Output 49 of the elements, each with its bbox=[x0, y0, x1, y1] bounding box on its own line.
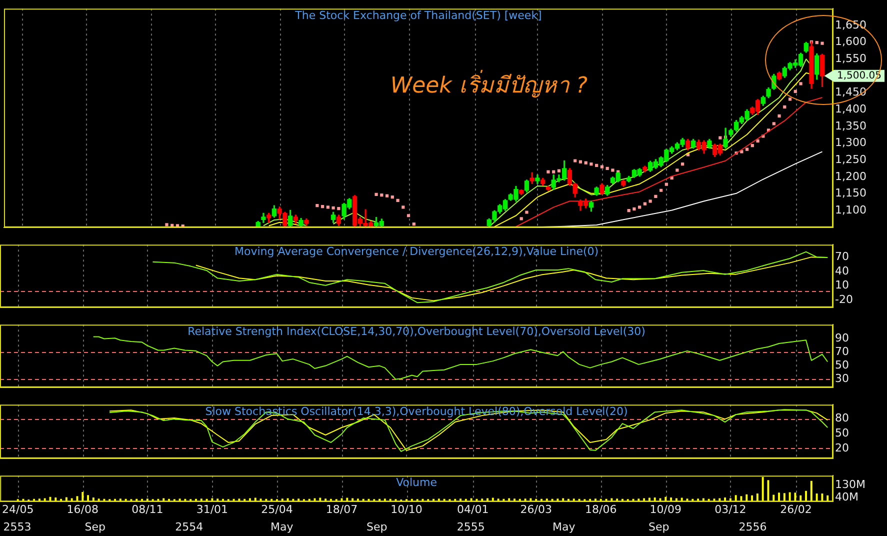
y-tick-label: 30 bbox=[835, 372, 849, 386]
x-tick-label: 26/03 bbox=[520, 503, 552, 516]
y-tick-label: 70 bbox=[835, 345, 849, 358]
y-tick-label: 40 bbox=[835, 264, 849, 278]
x-tick-label: 04/01 bbox=[457, 503, 489, 516]
x-tick-label: 18/07 bbox=[326, 503, 358, 516]
y-tick-label: 20 bbox=[835, 441, 849, 454]
x-tick-label: 08/11 bbox=[132, 503, 164, 516]
x2-tick-label: 2554 bbox=[175, 520, 204, 534]
y-tick-label: 1,400 bbox=[835, 102, 866, 116]
x-tick-label: 25/04 bbox=[261, 503, 293, 516]
x-tick-label: 31/01 bbox=[196, 503, 228, 516]
y-tick-label: 10 bbox=[835, 278, 849, 292]
x-tick-label: 10/09 bbox=[650, 503, 682, 516]
y-tick-label: 50 bbox=[835, 358, 849, 372]
y-tick-label: 1,100 bbox=[835, 203, 866, 216]
x-tick-label: 10/10 bbox=[390, 503, 422, 516]
x2-tick-label: 2553 bbox=[3, 520, 32, 534]
chart-title: Moving Average Convergence / Divergence(26,12,9),Value Line(0) bbox=[234, 244, 599, 258]
x2-tick-label: Sep bbox=[366, 520, 388, 534]
y-tick-label: 1,250 bbox=[835, 152, 866, 166]
x-tick-label: 16/08 bbox=[66, 503, 98, 516]
y-tick-label: 1,550 bbox=[835, 52, 866, 65]
x2-tick-label: May bbox=[552, 520, 576, 534]
x-tick-label: 24/05 bbox=[2, 503, 34, 516]
y-tick-label: 130M bbox=[835, 478, 866, 492]
x-tick-label: 03/12 bbox=[714, 503, 746, 516]
y-tick-label: 1,150 bbox=[835, 186, 866, 200]
x-tick-label: 18/06 bbox=[585, 503, 617, 516]
y-tick-label: 40M bbox=[835, 490, 858, 504]
chart-title: The Stock Exchange of Thailand(SET) [week] bbox=[294, 8, 542, 22]
x2-tick-label: 2555 bbox=[456, 520, 485, 534]
x-tick-label: 26/02 bbox=[780, 503, 812, 516]
chart-title: Relative Strength Index(CLOSE,14,30,70),Overbought Level(70),Oversold Level(30) bbox=[188, 324, 646, 338]
y-tick-label: 50 bbox=[835, 426, 849, 440]
y-tick-label: 1,600 bbox=[835, 35, 866, 48]
y-tick-label: 70 bbox=[835, 250, 849, 263]
chart-title: Volume bbox=[396, 476, 438, 489]
y-tick-label: -20 bbox=[835, 293, 853, 306]
y-tick-label: 1,350 bbox=[835, 119, 866, 132]
x2-tick-label: 2556 bbox=[738, 520, 767, 534]
y-tick-label: 1,200 bbox=[835, 170, 866, 183]
annotation: Week เริ่มมีปัญหา ? bbox=[390, 69, 588, 98]
x2-tick-label: May bbox=[270, 520, 294, 534]
x2-tick-label: Sep bbox=[648, 520, 670, 534]
y-tick-label: 80 bbox=[835, 411, 849, 424]
y-tick-label: 90 bbox=[835, 332, 849, 345]
y-tick-label: 1,300 bbox=[835, 136, 866, 150]
x2-tick-label: Sep bbox=[84, 520, 106, 534]
